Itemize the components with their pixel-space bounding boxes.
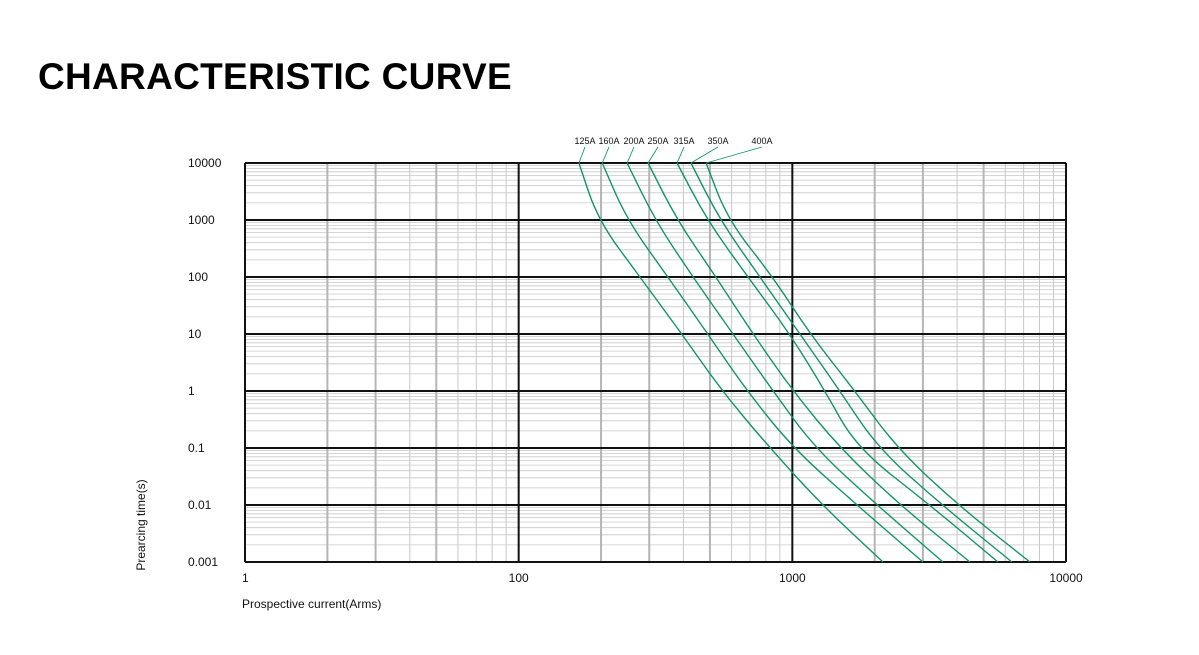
curve-125A [578, 162, 884, 563]
curve-350A [690, 162, 1013, 563]
series-label-200A: 200A [623, 136, 644, 146]
y-tick-label: 0.001 [188, 555, 218, 569]
curve-400A [705, 162, 1031, 563]
curve-250A [647, 162, 971, 563]
y-tick-label: 0.01 [188, 498, 212, 512]
major-grid [244, 162, 1067, 563]
tick-labels: 10000 1000 100 10 1 0.1 0.01 0.001 1 100 1000 10000 [188, 156, 1083, 585]
curve-200A [626, 162, 944, 563]
leader-line-315A [676, 146, 685, 164]
x-tick-label: 1 [242, 571, 249, 585]
x-axis-title: Prospective current(Arms) [242, 597, 381, 611]
y-tick-label: 1 [188, 384, 195, 398]
chart-title: CHARACTERISTIC CURVE [38, 56, 513, 97]
leader-line-160A [601, 146, 610, 164]
series-label-160A: 160A [598, 136, 619, 146]
y-tick-label: 10 [188, 327, 202, 341]
leader-line-350A [690, 146, 719, 164]
y-tick-label: 100 [188, 270, 208, 284]
leader-line-200A [626, 146, 635, 164]
series-labels: 125A 160A 200A 250A 315A 350A 400A [574, 136, 773, 164]
y-tick-label: 10000 [188, 156, 222, 170]
x-tick-label: 1000 [779, 571, 806, 585]
series-label-350A: 350A [707, 136, 728, 146]
curve-315A [676, 162, 999, 563]
x-tick-label: 10000 [1049, 571, 1083, 585]
leader-line-250A [647, 146, 659, 164]
series-label-125A: 125A [574, 136, 595, 146]
series-label-250A: 250A [647, 136, 668, 146]
curves [578, 162, 1031, 563]
series-label-315A: 315A [673, 136, 694, 146]
x-tick-label: 100 [509, 571, 529, 585]
y-tick-label: 0.1 [188, 441, 205, 455]
series-label-400A: 400A [751, 136, 772, 146]
y-axis-title: Prearcing time(s) [134, 479, 148, 570]
curve-160A [601, 162, 924, 563]
leader-line-125A [578, 146, 586, 164]
minor-grid [245, 163, 1066, 562]
leader-line-400A [705, 146, 763, 164]
y-tick-label: 1000 [188, 213, 215, 227]
